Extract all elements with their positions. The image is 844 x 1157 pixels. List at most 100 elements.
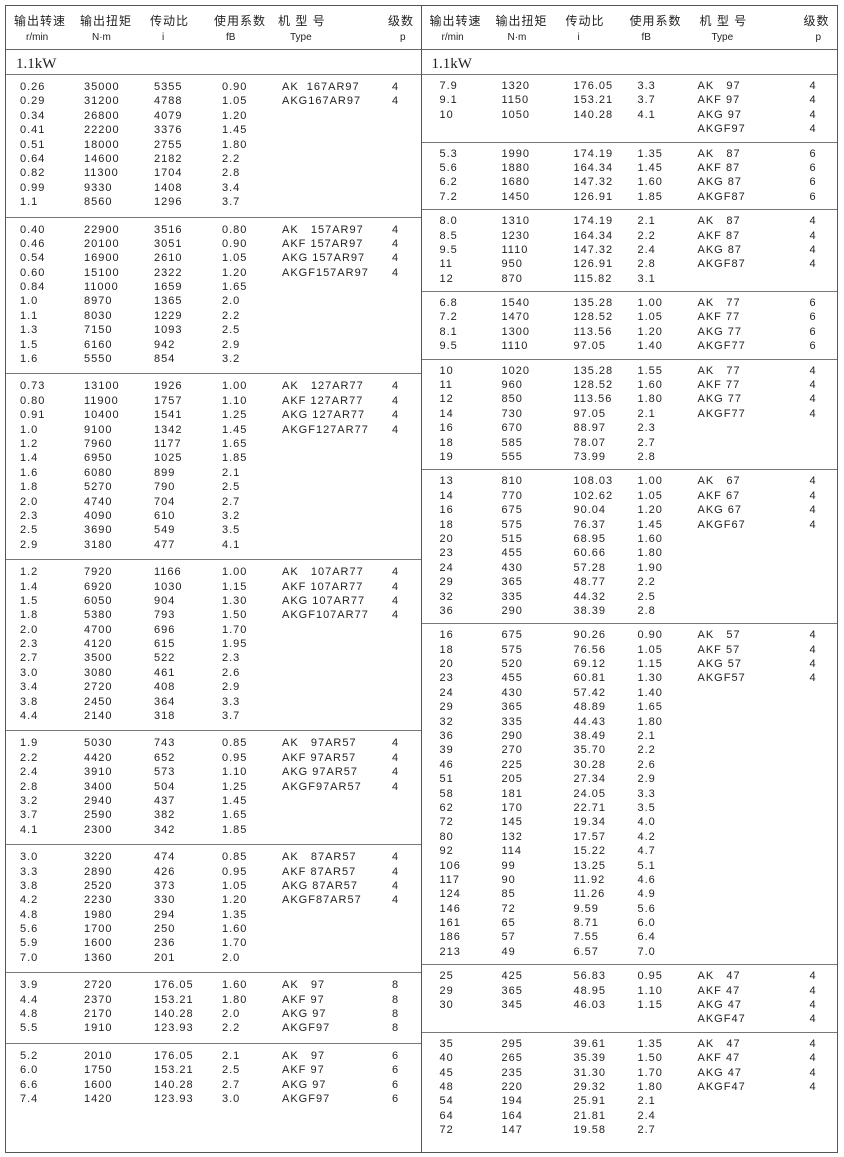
poles-header-cn: 级数 xyxy=(388,14,415,28)
cell-speed: 0.82 xyxy=(20,167,46,180)
cell-speed: 23 xyxy=(439,672,454,685)
cell-torque: 430 xyxy=(501,686,523,699)
cell-service-factor: 2.1 xyxy=(222,466,241,479)
left-table-column: 输出转速 r/min 输出扭矩 N·m 传动比 i 使用系数 fB 机 型 号 Type 级数 p 1.… xyxy=(6,6,422,1152)
table-row: 14 730 97.05 2.1 AKGF77 4 xyxy=(422,408,838,422)
cell-speed: 25 xyxy=(439,970,454,983)
cell-ratio: 4079 xyxy=(154,109,183,122)
cell-service-factor: 1.20 xyxy=(637,325,663,338)
cell-ratio: 790 xyxy=(154,481,176,494)
cell-ratio: 174.19 xyxy=(573,147,614,160)
cell-service-factor: 2.9 xyxy=(222,338,241,351)
cell-speed: 1.4 xyxy=(20,580,39,593)
cell-torque: 8030 xyxy=(84,309,113,322)
cell-ratio: 35.39 xyxy=(573,1052,607,1065)
table-row: 11 960 128.52 1.60 AKF 77 4 xyxy=(422,379,838,393)
cell-speed: 16 xyxy=(439,422,454,435)
cell-ratio: 38.39 xyxy=(573,604,607,617)
cell-speed: 7.2 xyxy=(439,311,458,324)
cell-ratio: 426 xyxy=(154,865,176,878)
cell-type: AKF 67 xyxy=(697,489,741,502)
cell-service-factor: 3.2 xyxy=(222,353,241,366)
cell-speed: 4.2 xyxy=(20,894,39,907)
cell-type: AKG 97 xyxy=(282,1008,327,1021)
cell-type: AK 77 xyxy=(697,297,741,310)
cell-torque: 730 xyxy=(501,407,523,420)
cell-speed: 72 xyxy=(439,816,454,829)
cell-type: AK 127AR77 xyxy=(282,380,364,393)
cell-type: AKG 57 xyxy=(697,658,743,671)
cell-speed: 3.7 xyxy=(20,809,39,822)
cell-type: AKG 77 xyxy=(697,393,743,406)
cell-torque: 31200 xyxy=(84,95,120,108)
cell-speed: 32 xyxy=(439,590,454,603)
cell-speed: 1.0 xyxy=(20,295,39,308)
cell-service-factor: 1.65 xyxy=(222,281,248,294)
cell-service-factor: 2.1 xyxy=(637,407,656,420)
cell-service-factor: 1.60 xyxy=(222,979,248,992)
cell-torque: 72 xyxy=(501,902,516,915)
model-group: 3.0 3220 474 0.85 AK 87AR57 4 3.3 2890 426 0.95 AK… xyxy=(6,844,421,972)
cell-ratio: 11.92 xyxy=(573,873,606,886)
cell-service-factor: 1.25 xyxy=(222,409,248,422)
table-row: 30 345 46.03 1.15 AKG 47 4 xyxy=(422,999,838,1013)
cell-ratio: 123.93 xyxy=(154,1093,194,1105)
cell-ratio: 373 xyxy=(154,879,176,892)
cell-type: AKF 107AR77 xyxy=(282,580,364,593)
cell-service-factor: 2.3 xyxy=(637,422,656,435)
cell-speed: 0.73 xyxy=(20,380,46,393)
cell-service-factor: 3.7 xyxy=(637,94,656,107)
cell-torque: 1050 xyxy=(501,108,530,121)
cell-ratio: 2182 xyxy=(154,152,183,165)
cell-poles: 4 xyxy=(392,609,400,622)
cell-torque: 235 xyxy=(501,1066,523,1079)
power-rating-label: 1.1kW xyxy=(431,56,472,72)
cell-speed: 1.2 xyxy=(20,437,39,450)
table-row: 29 365 48.89 1.65 xyxy=(422,701,838,715)
cell-ratio: 39.61 xyxy=(573,1037,607,1050)
cell-torque: 345 xyxy=(501,999,523,1012)
cell-service-factor: 1.20 xyxy=(222,109,248,122)
cell-torque: 11900 xyxy=(84,394,119,407)
cell-ratio: 13.25 xyxy=(573,859,607,872)
cell-poles: 4 xyxy=(809,1037,817,1050)
cell-torque: 810 xyxy=(501,475,523,488)
cell-ratio: 48.89 xyxy=(573,701,607,714)
table-row: 2.2 4420 652 0.95 AKF 97AR57 4 xyxy=(6,752,421,766)
cell-speed: 0.80 xyxy=(20,394,46,407)
cell-poles: 4 xyxy=(392,879,400,892)
cell-ratio: 573 xyxy=(154,766,176,779)
cell-torque: 35000 xyxy=(84,81,120,93)
cell-speed: 72 xyxy=(439,1124,454,1137)
table-row: 1.6 5550 854 3.2 xyxy=(6,353,421,367)
cell-ratio: 30.28 xyxy=(573,758,607,771)
cell-ratio: 46.03 xyxy=(573,999,607,1012)
cell-torque: 14600 xyxy=(84,152,120,165)
cell-speed: 0.99 xyxy=(20,181,46,194)
cell-torque: 1470 xyxy=(501,311,530,324)
table-row: 4.8 2170 140.28 2.0 AKG 97 8 xyxy=(6,1008,421,1022)
cell-service-factor: 1.30 xyxy=(222,594,248,607)
cell-ratio: 11.26 xyxy=(573,888,606,901)
cell-ratio: 147.32 xyxy=(573,176,614,189)
table-row: 7.0 1360 201 2.0 xyxy=(6,952,421,966)
cell-service-factor: 1.05 xyxy=(222,95,248,108)
table-row: 5.6 1880 164.34 1.45 AKF 87 6 xyxy=(422,162,838,176)
cell-speed: 18 xyxy=(439,643,454,656)
cell-type: AKG 87AR57 xyxy=(282,879,359,892)
cell-service-factor: 1.60 xyxy=(637,176,663,189)
table-row: 1.4 6950 1025 1.85 xyxy=(6,452,421,466)
table-row: 10 1020 135.28 1.55 AK 77 4 xyxy=(422,365,838,379)
cell-speed: 0.84 xyxy=(20,281,46,294)
table-row: 18 575 76.37 1.45 AKGF67 4 xyxy=(422,519,838,533)
cell-speed: 3.8 xyxy=(20,695,39,708)
cell-poles: 4 xyxy=(809,229,817,242)
table-row: 0.73 13100 1926 1.00 AK 127AR77 4 xyxy=(6,380,421,394)
cell-ratio: 113.56 xyxy=(573,325,613,338)
cell-torque: 170 xyxy=(501,801,523,814)
cell-poles: 4 xyxy=(809,984,817,997)
cell-speed: 51 xyxy=(439,773,454,786)
cell-torque: 365 xyxy=(501,984,523,997)
cell-ratio: 610 xyxy=(154,509,176,522)
cell-torque: 5030 xyxy=(84,737,113,750)
